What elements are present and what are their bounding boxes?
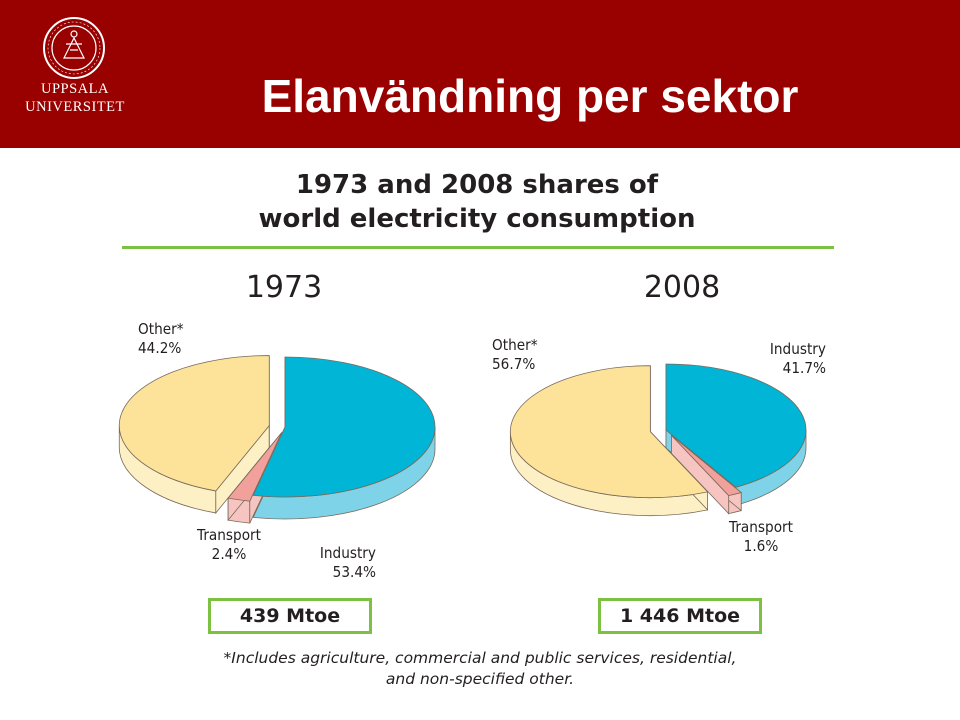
label-1973-transport-category: Transport — [196, 526, 261, 544]
label-1973-industry: Industry 53.4% — [300, 544, 376, 582]
label-1973-other: Other* 44.2% — [138, 320, 184, 358]
slice-transport-1973 — [227, 432, 282, 502]
label-1973-industry-value: 53.4% — [332, 563, 376, 581]
university-name-line1: UPPSALA — [41, 81, 109, 97]
label-2008-other-category: Other* — [492, 336, 538, 354]
label-1973-other-value: 44.2% — [138, 339, 182, 357]
total-2008: 1 446 Mtoe — [598, 598, 762, 634]
slice-industry-1973 — [252, 356, 436, 498]
chart-title-line2: world electricity consumption — [258, 204, 696, 234]
label-1973-other-category: Other* — [138, 320, 184, 338]
label-2008-other: Other* 56.7% — [492, 336, 538, 374]
label-2008-other-value: 56.7% — [492, 355, 536, 373]
label-1973-transport: Transport 2.4% — [189, 526, 268, 564]
label-2008-industry-category: Industry — [769, 340, 826, 358]
chart-title-line1: 1973 and 2008 shares of — [295, 170, 659, 200]
slice-other-1973 — [118, 355, 270, 492]
slice-transport-2008 — [671, 435, 743, 497]
chart-title: 1973 and 2008 shares of world electricit… — [120, 168, 834, 236]
footnote: *Includes agriculture, commercial and pu… — [160, 648, 800, 690]
slide-title: Elanvändning per sektor — [261, 70, 799, 122]
label-1973-industry-category: Industry — [319, 544, 376, 562]
label-2008-industry-value: 41.7% — [782, 359, 826, 377]
label-1973-transport-value: 2.4% — [211, 545, 247, 563]
slide-header: UPPSALA UNIVERSITET Elanvändning per sek… — [0, 0, 960, 148]
label-2008-transport-category: Transport — [728, 518, 793, 536]
label-2008-transport-value: 1.6% — [743, 537, 779, 555]
slice-other-2008 — [510, 365, 709, 499]
university-name-line2: UNIVERSITET — [25, 99, 125, 115]
university-name: UPPSALA UNIVERSITET — [6, 80, 144, 116]
pie-1973 — [118, 355, 436, 524]
pie-2008 — [509, 363, 807, 517]
year-label-1973: 1973 — [245, 270, 323, 305]
slice-industry-2008 — [665, 363, 807, 488]
footnote-line2: and non-specified other. — [385, 670, 575, 688]
year-label-2008: 2008 — [643, 270, 721, 305]
title-divider — [122, 246, 834, 249]
label-2008-transport: Transport 1.6% — [721, 518, 800, 556]
university-seal-icon — [43, 17, 105, 79]
footnote-line1: *Includes agriculture, commercial and pu… — [223, 649, 737, 667]
label-2008-industry: Industry 41.7% — [749, 340, 826, 378]
total-1973: 439 Mtoe — [208, 598, 372, 634]
